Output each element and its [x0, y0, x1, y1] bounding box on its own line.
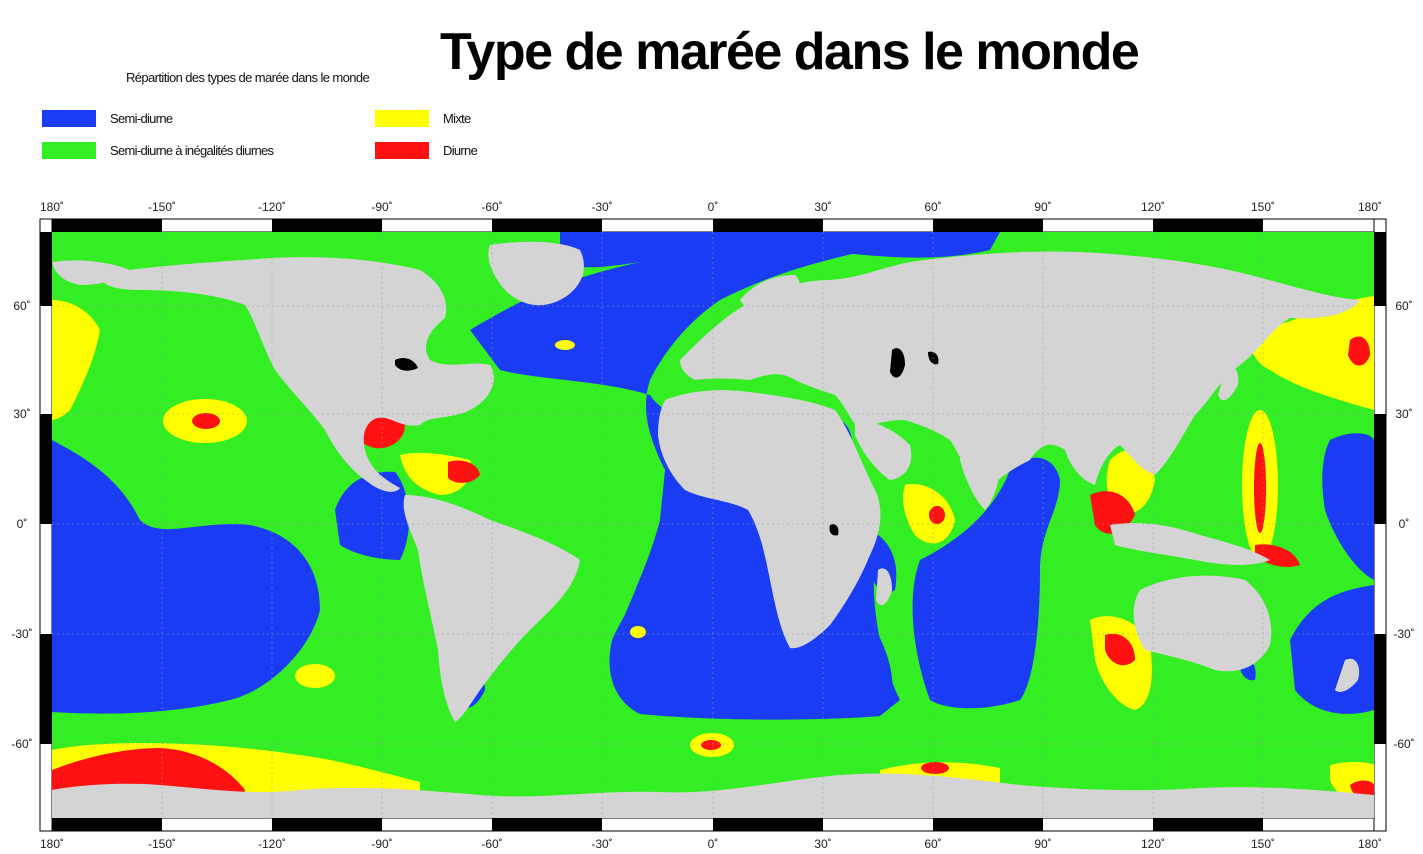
lon-tick-top: 150˚ [1251, 200, 1275, 214]
zone-pacific-ne-yellow [1251, 296, 1374, 410]
lon-tick-bottom: 150˚ [1251, 837, 1275, 851]
map-title: Type de marée dans le monde [440, 23, 1140, 81]
land-antarctica [52, 773, 1374, 818]
zone-pacific-central-red [192, 413, 220, 429]
lakes [395, 348, 939, 536]
lat-tick-left: -60˚ [11, 737, 32, 751]
lon-tick-bottom: 30˚ [814, 837, 831, 851]
lon-tick-top: 90˚ [1034, 200, 1051, 214]
lon-tick-labels-top: 180˚ -150˚ -120˚ -90˚ -60˚ -30˚ 0˚ 30˚ 6… [40, 200, 1382, 214]
zone-pacific-east-blue [1322, 433, 1374, 580]
land-eurasia [680, 251, 1360, 495]
lon-tick-top: 30˚ [814, 200, 831, 214]
lat-tick-labels-right: 60˚ 30˚ 0˚ -30˚ -60˚ [1393, 299, 1414, 751]
lon-tick-bottom: 90˚ [1034, 837, 1051, 851]
zone-pacific-south-yellow [295, 664, 335, 688]
zone-pacific-mid-red [1254, 443, 1266, 533]
land-new-zealand [1335, 658, 1360, 692]
lon-tick-top: 180˚ [40, 200, 64, 214]
zone-south-atlantic-blue [609, 520, 893, 720]
lon-tick-top: -90˚ [371, 200, 392, 214]
lon-tick-bottom: -90˚ [371, 837, 392, 851]
zone-arabian-yellow [903, 484, 955, 544]
lon-tick-top: -120˚ [258, 200, 286, 214]
lon-tick-bottom: -150˚ [148, 837, 176, 851]
land-scandinavia [740, 275, 801, 317]
lon-tick-top: 120˚ [1141, 200, 1165, 214]
lon-tick-bottom: -120˚ [258, 837, 286, 851]
land-north-america [100, 257, 494, 492]
lon-tick-bottom: 120˚ [1141, 837, 1165, 851]
legend-swatch-semi-diurne-inegalites-icon [42, 142, 96, 159]
lon-tick-bottom: -30˚ [591, 837, 612, 851]
zone-pacific-ne-red [1348, 336, 1370, 366]
legend-label-mixte: Mixte [443, 111, 471, 126]
frame-scale-bars [39, 218, 1387, 832]
legend-item-diurne: Diurne [375, 142, 478, 159]
lat-tick-right: 30˚ [1395, 407, 1412, 421]
legend-swatch-semi-diurne-icon [42, 110, 96, 127]
legend-subtitle: Répartition des types de marée dans le m… [126, 70, 370, 85]
lat-tick-right: 60˚ [1395, 299, 1412, 313]
zone-indian-blue [912, 457, 1060, 709]
lon-tick-bottom: 180˚ [40, 837, 64, 851]
zone-antarctic-east-red [921, 762, 949, 774]
zone-indonesia-red [1090, 491, 1135, 534]
zone-arctic-blue [560, 232, 1000, 268]
land-japan [1218, 366, 1239, 401]
lon-tick-top: -30˚ [591, 200, 612, 214]
zone-south-atlantic-yellow [630, 626, 646, 638]
lat-tick-left: 60˚ [13, 299, 30, 313]
land-africa [658, 390, 881, 649]
lon-tick-top: -150˚ [148, 200, 176, 214]
land-arabia [855, 420, 912, 480]
lat-tick-right: 0˚ [1399, 517, 1410, 531]
lake-victoria [829, 524, 839, 536]
graticule [52, 232, 1374, 818]
legend-label-semi-diurne: Semi-diurne [110, 111, 173, 126]
land-madagascar [876, 568, 892, 606]
lon-tick-bottom: 60˚ [924, 837, 941, 851]
lat-tick-left: 30˚ [13, 407, 30, 421]
legend-swatch-mixte-icon [375, 110, 429, 127]
zone-australia-sw-red [1105, 633, 1135, 666]
land-greenland [488, 241, 584, 306]
zone-pacific-panama-blue [335, 471, 410, 560]
legend-item-semi-diurne: Semi-diurne [42, 110, 173, 127]
lon-tick-bottom: 180˚ [1358, 837, 1382, 851]
legend-item-mixte: Mixte [375, 110, 471, 127]
land-india [960, 440, 1000, 510]
legend-label-diurne: Diurne [443, 143, 478, 158]
zone-arabian-red [929, 506, 945, 524]
land-alaska [52, 260, 130, 285]
legend-label-semi-diurne-inegalites: Semi-diurne à inégalités diurnes [110, 143, 274, 158]
legend-item-semi-diurne-inegalites: Semi-diurne à inégalités diurnes [42, 142, 274, 159]
lon-tick-bottom: -60˚ [481, 837, 502, 851]
lat-tick-left: 0˚ [17, 517, 28, 531]
lat-tick-right: -60˚ [1393, 737, 1414, 751]
lon-tick-top: 60˚ [924, 200, 941, 214]
lat-tick-left: -30˚ [11, 627, 32, 641]
legend-swatch-diurne-icon [375, 142, 429, 159]
lon-tick-top: -60˚ [481, 200, 502, 214]
lat-tick-labels-left: 60˚ 30˚ 0˚ -30˚ -60˚ [11, 299, 32, 751]
zone-pacific-sw-blue [52, 440, 320, 714]
zone-alaska-yellow [52, 300, 100, 420]
lake-great-lakes [395, 357, 418, 371]
zone-north-atlantic-yellow [555, 340, 575, 350]
lake-caspian [890, 348, 905, 378]
lon-tick-bottom: 0˚ [708, 837, 719, 851]
lon-tick-top: 0˚ [708, 200, 719, 214]
landmasses [52, 241, 1374, 818]
lon-tick-top: 180˚ [1358, 200, 1382, 214]
land-australia [1133, 575, 1272, 672]
lat-tick-right: -30˚ [1393, 627, 1414, 641]
land-indonesia [1110, 523, 1270, 565]
zone-caribbean-red [448, 460, 480, 483]
lon-tick-labels-bottom: 180˚ -150˚ -120˚ -90˚ -60˚ -30˚ 0˚ 30˚ 6… [40, 837, 1382, 851]
zone-weddell-red [701, 740, 721, 750]
